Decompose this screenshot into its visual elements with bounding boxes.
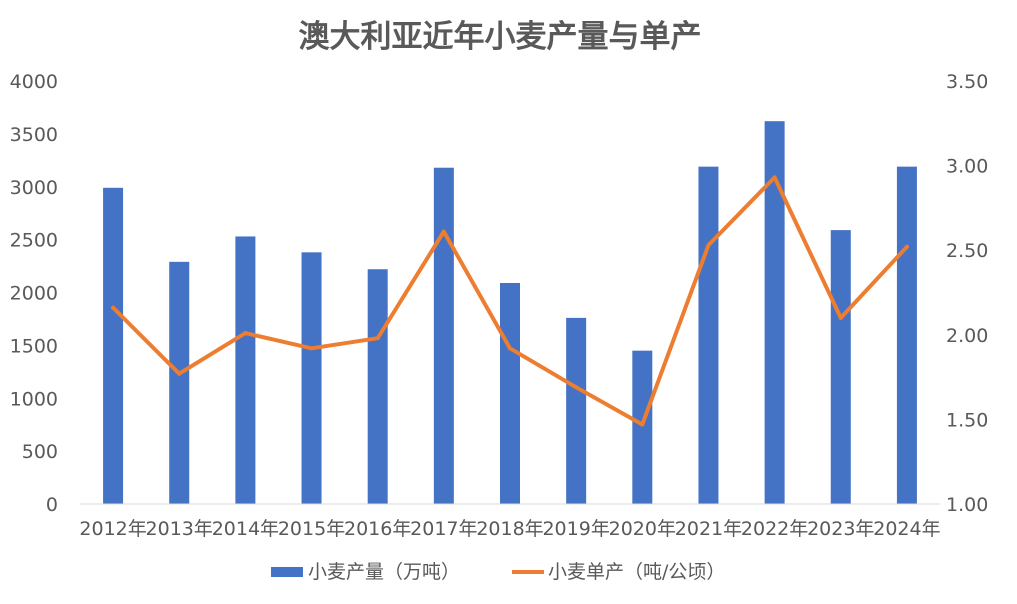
yield-point-12 (904, 244, 909, 249)
right-axis-tick-label-3: 2.50 (946, 240, 988, 262)
x-tick-label-5: 2017年 (410, 518, 477, 540)
bar-7 (566, 317, 587, 504)
x-tick-label-3: 2015年 (278, 518, 345, 540)
left-axis-tick-label-8: 4000 (10, 71, 58, 93)
chart-title: 澳大利亚近年小麦产量与单产 (299, 19, 702, 55)
x-tick-label-6: 2018年 (476, 518, 543, 540)
yield-point-10 (772, 175, 777, 180)
x-axis: 2012年2013年2014年2015年2016年2017年2018年2019年… (79, 503, 941, 540)
left-axis: 0 500 1000 1500 2000 2500 3000 3500 4000 (10, 71, 58, 516)
legend-label-production: 小麦产量（万吨） (308, 561, 460, 583)
legend: 小麦产量（万吨） 小麦单产（吨/公顷） (271, 561, 725, 583)
yield-point-11 (838, 315, 843, 320)
right-axis-tick-label-4: 3.00 (946, 156, 988, 178)
bar-3 (301, 252, 322, 504)
x-tick-label-10: 2022年 (741, 518, 808, 540)
x-tick-label-7: 2019年 (542, 518, 609, 540)
yield-point-9 (706, 243, 711, 248)
x-tick-label-11: 2023年 (807, 518, 874, 540)
left-axis-tick-label-3: 1500 (10, 335, 58, 357)
yield-point-4 (375, 336, 380, 341)
yield-point-7 (574, 385, 579, 390)
x-tick-label-9: 2021年 (675, 518, 742, 540)
legend-bar-swatch (271, 567, 303, 577)
right-axis-tick-label-2: 2.00 (946, 325, 988, 347)
x-tick-label-1: 2013年 (146, 518, 213, 540)
yield-point-3 (309, 346, 314, 351)
left-axis-tick-label-2: 1000 (10, 388, 58, 410)
bar-2 (235, 236, 256, 504)
right-axis-tick-label-0: 1.00 (946, 494, 988, 516)
bar-11 (830, 230, 851, 505)
bar-4 (367, 269, 388, 504)
x-tick-label-4: 2016年 (344, 518, 411, 540)
x-tick-label-0: 2012年 (79, 518, 146, 540)
left-axis-tick-label-7: 3500 (10, 124, 58, 146)
bar-12 (896, 166, 917, 504)
x-tick-label-2: 2014年 (212, 518, 279, 540)
yield-point-8 (640, 422, 645, 427)
legend-label-yield: 小麦单产（吨/公顷） (548, 561, 725, 583)
bar-5 (433, 167, 454, 504)
bar-0 (103, 187, 124, 504)
x-tick-label-8: 2020年 (609, 518, 676, 540)
bar-6 (500, 282, 520, 504)
line-series (111, 175, 909, 427)
left-axis-tick-label-6: 3000 (10, 177, 58, 199)
x-tick-label-12: 2024年 (873, 518, 940, 540)
bar-10 (764, 121, 785, 504)
right-axis-tick-label-1: 1.50 (946, 409, 988, 431)
right-axis-tick-label-5: 3.50 (946, 71, 988, 93)
left-axis-tick-label-5: 2500 (10, 230, 58, 252)
bar-1 (169, 261, 190, 504)
left-axis-tick-label-0: 0 (46, 494, 58, 516)
left-axis-tick-label-4: 2000 (10, 283, 58, 305)
yield-point-0 (111, 305, 116, 310)
yield-point-1 (177, 371, 182, 376)
bar-9 (698, 166, 719, 504)
right-axis: 1.00 1.50 2.00 2.50 3.00 3.50 (946, 71, 988, 516)
yield-point-5 (441, 229, 446, 234)
bar-8 (632, 350, 653, 504)
yield-point-6 (508, 346, 512, 351)
yield-point-2 (243, 331, 248, 336)
bar-series (103, 121, 917, 505)
left-axis-tick-label-1: 500 (22, 441, 58, 463)
